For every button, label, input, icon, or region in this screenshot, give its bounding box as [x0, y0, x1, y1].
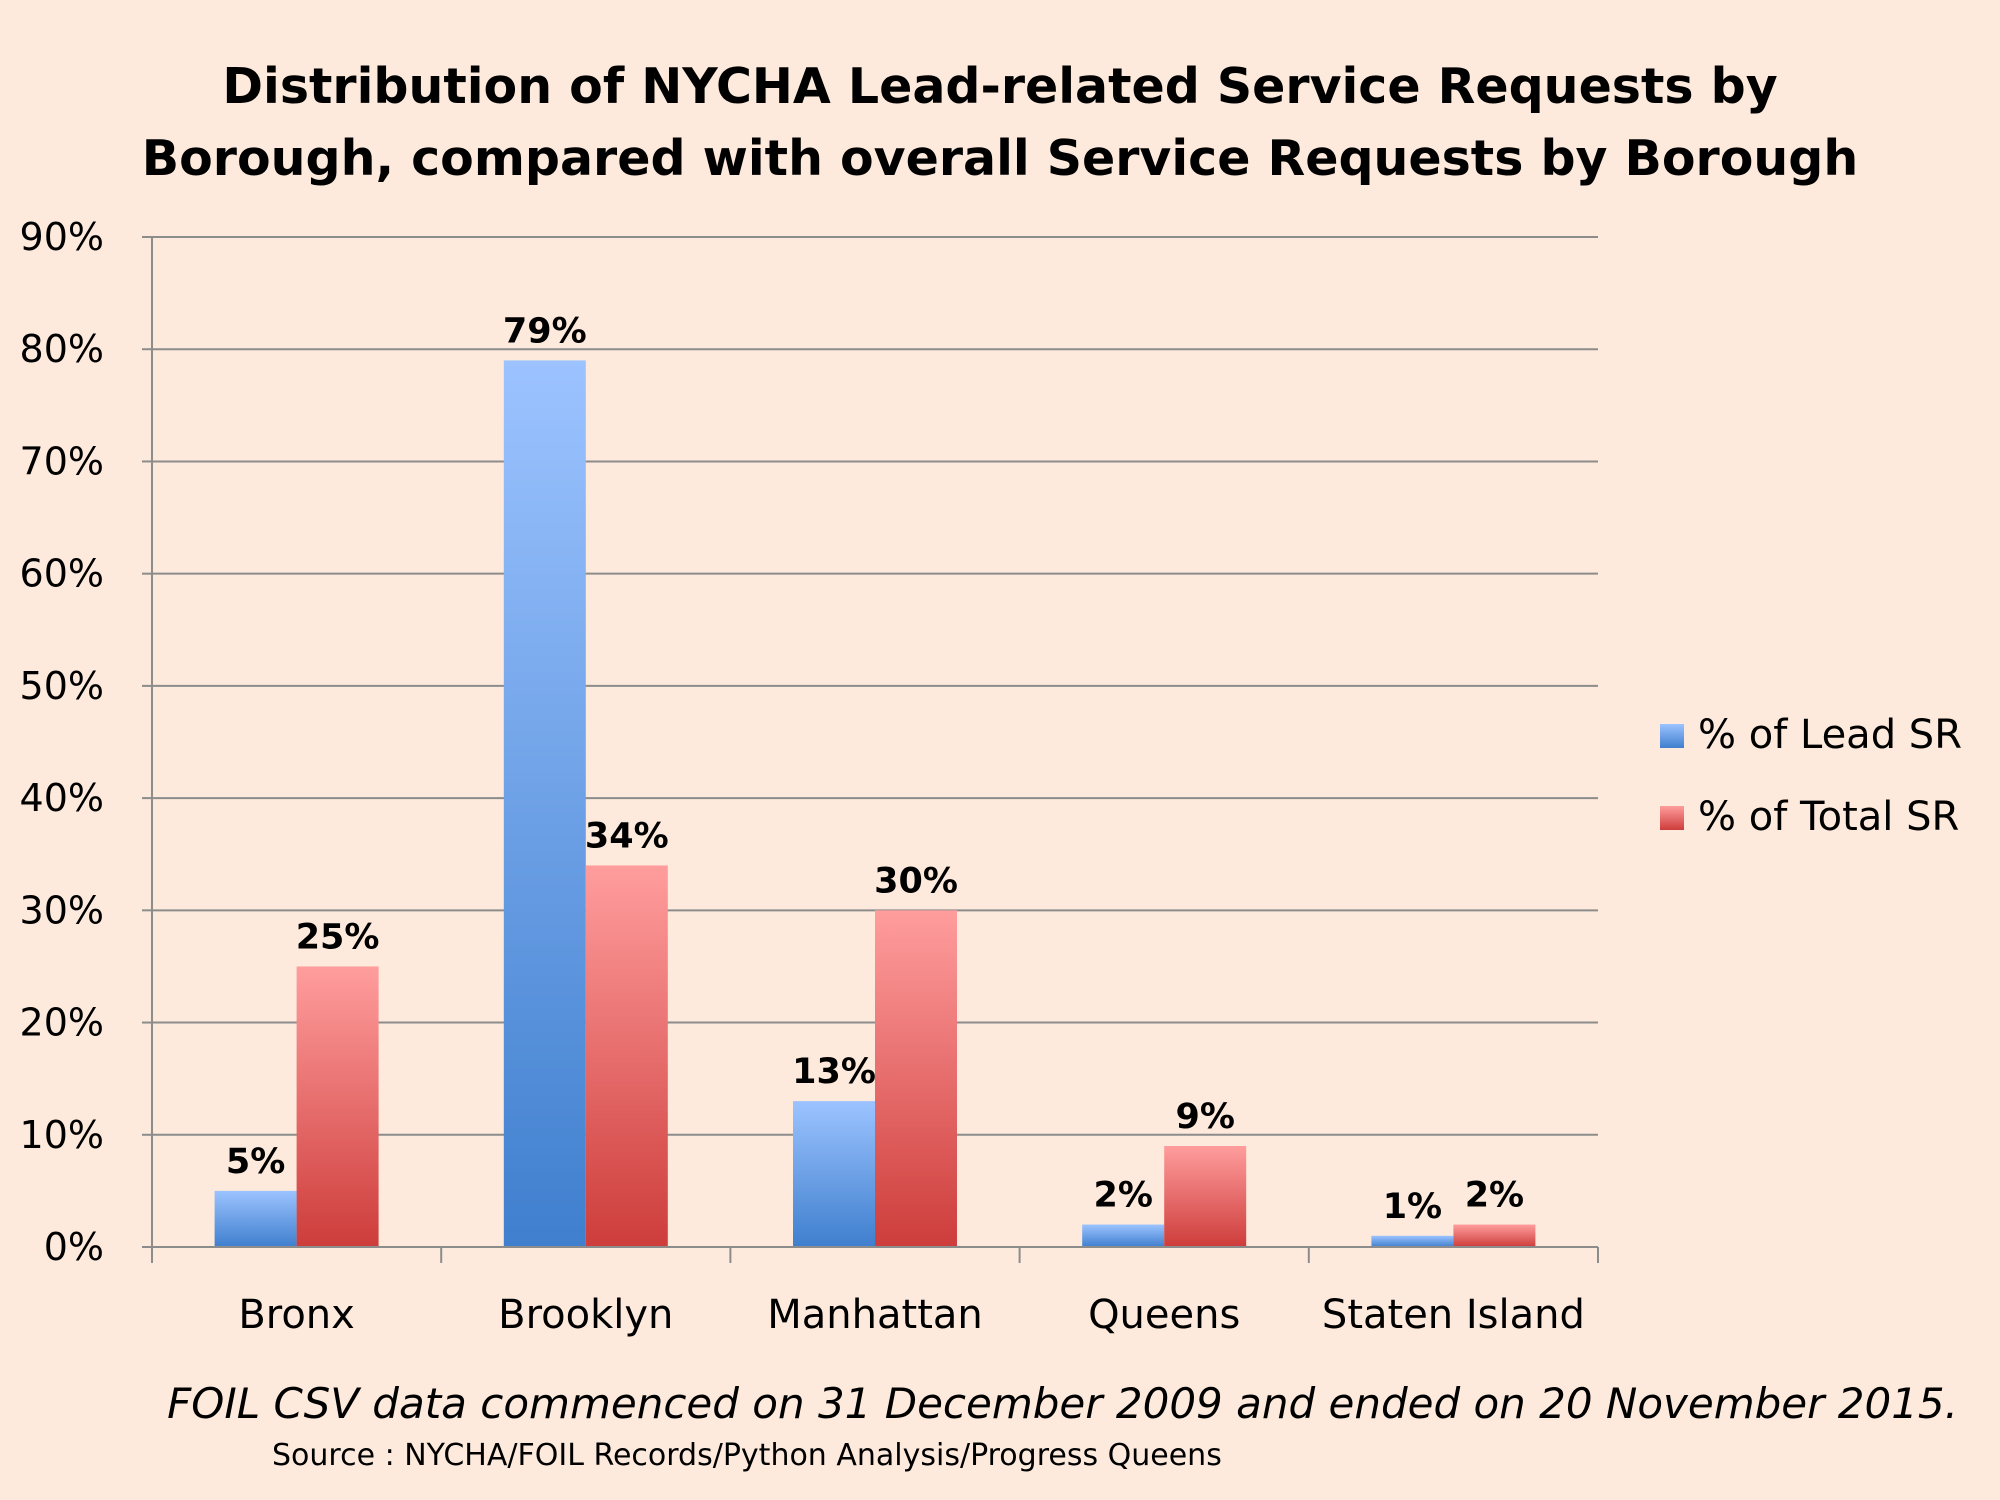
data-label: 5% — [226, 1142, 285, 1182]
data-label: 13% — [792, 1052, 876, 1092]
bar-manhattan-series-2 — [875, 910, 957, 1247]
bar-staten-island-series-1 — [1371, 1235, 1454, 1247]
bar-queens-series-1 — [1082, 1224, 1165, 1247]
x-tick-label: Brooklyn — [498, 1292, 673, 1338]
legend-label: % of Lead SR — [1698, 712, 1962, 758]
legend-label: % of Total SR — [1698, 794, 1959, 840]
data-label: 2% — [1093, 1176, 1152, 1216]
legend-swatch — [1660, 724, 1684, 748]
y-tick-label: 70% — [20, 439, 104, 483]
footer: FOIL CSV data commenced on 31 December 2… — [167, 1379, 1958, 1473]
chart-title: Distribution of NYCHA Lead-related Servi… — [142, 58, 1858, 187]
bar-bronx-series-1 — [214, 1190, 297, 1247]
bar-queens-series-2 — [1164, 1146, 1247, 1247]
y-tick-label: 40% — [20, 776, 104, 820]
y-tick-label: 20% — [20, 1001, 104, 1045]
data-label: 34% — [585, 816, 669, 856]
x-tick-label: Manhattan — [767, 1292, 982, 1338]
legend-swatch — [1660, 806, 1684, 830]
x-tick-label: Bronx — [238, 1292, 355, 1338]
y-tick-label: 10% — [20, 1113, 104, 1157]
source-credit: Source : NYCHA/FOIL Records/Python Analy… — [272, 1438, 1222, 1473]
bar-brooklyn-series-2 — [585, 865, 668, 1247]
chart-title-line-1: Distribution of NYCHA Lead-related Servi… — [222, 58, 1777, 115]
x-axis: Bronx Brooklyn Manhattan Queens Staten Islan… — [151, 1246, 1599, 1338]
y-axis: 0% 10% 20% 30% 40% 50% 60% 70% 80% 90% — [20, 215, 153, 1269]
gridlines — [152, 236, 1598, 1136]
bars — [214, 360, 1536, 1247]
data-label: 1% — [1383, 1187, 1442, 1227]
bar-manhattan-series-1 — [793, 1101, 875, 1247]
data-label: 79% — [503, 311, 587, 351]
y-tick-label: 30% — [20, 888, 104, 932]
bar-staten-island-series-2 — [1453, 1224, 1536, 1247]
legend: % of Lead SR % of Total SR — [1660, 712, 1962, 840]
x-tick-label: Staten Island — [1322, 1292, 1585, 1338]
y-tick-label: 80% — [20, 327, 104, 371]
chart-title-line-2: Borough, compared with overall Service R… — [142, 130, 1858, 187]
data-label: 2% — [1465, 1176, 1524, 1216]
bar-bronx-series-2 — [296, 966, 379, 1247]
y-tick-label: 60% — [20, 552, 104, 596]
data-label: 9% — [1175, 1097, 1234, 1137]
data-label: 30% — [874, 861, 958, 901]
y-tick-label: 90% — [20, 215, 104, 259]
y-tick-label: 50% — [20, 664, 104, 708]
y-tick-label: 0% — [44, 1225, 104, 1269]
data-label: 25% — [296, 917, 380, 957]
footer-note: FOIL CSV data commenced on 31 December 2… — [167, 1379, 1958, 1428]
x-tick-label: Queens — [1088, 1292, 1240, 1338]
bar-brooklyn-series-1 — [503, 360, 586, 1247]
data-labels: 5% 25% 79% 34% 13% 30% 2% 9% 1% 2% — [226, 311, 1524, 1226]
